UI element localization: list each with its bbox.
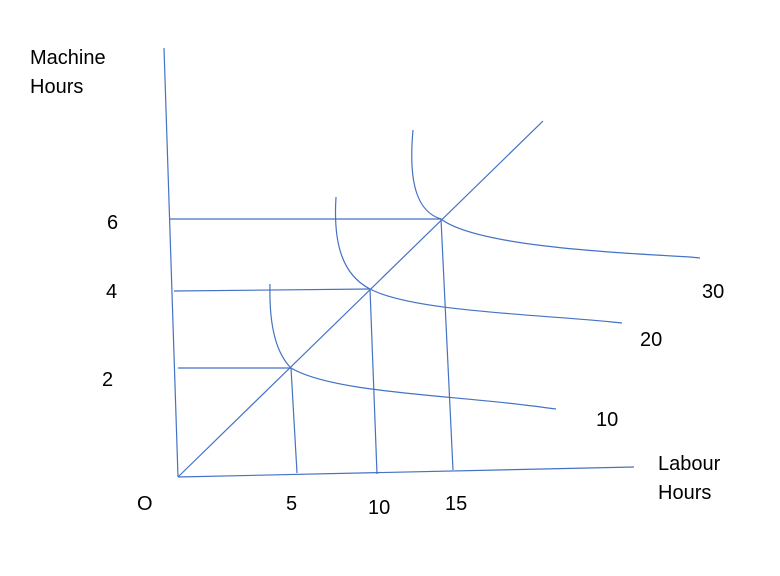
expansion-path-line	[177, 120, 544, 478]
guide-line-y-4	[173, 288, 371, 292]
isoquant-label-20: 20	[640, 329, 662, 351]
y-axis-label-line1: Machine	[30, 47, 106, 69]
x-axis-label-line1: Labour	[658, 453, 721, 475]
x-axis	[177, 466, 635, 478]
guide-line-x-15	[440, 218, 454, 471]
isoquant-curve-20	[334, 196, 623, 324]
isoquant-curve-10	[269, 283, 557, 410]
y-axis-label-line2: Hours	[30, 76, 83, 98]
origin-label: O	[137, 493, 153, 515]
y-axis	[163, 47, 179, 478]
guide-line-x-5	[290, 367, 298, 474]
x-tick-label-5: 5	[286, 493, 297, 515]
x-tick-label-15: 15	[445, 493, 467, 515]
isoquant-label-10: 10	[596, 409, 618, 431]
y-tick-label-2: 2	[102, 369, 113, 391]
y-tick-label-4: 4	[106, 281, 117, 303]
isoquant-curve-30	[411, 129, 701, 259]
x-tick-label-10: 10	[368, 497, 390, 519]
x-axis-label-line2: Hours	[658, 482, 711, 504]
guide-line-x-10	[369, 288, 378, 475]
isoquant-label-30: 30	[702, 281, 724, 303]
y-tick-label-6: 6	[107, 212, 118, 234]
